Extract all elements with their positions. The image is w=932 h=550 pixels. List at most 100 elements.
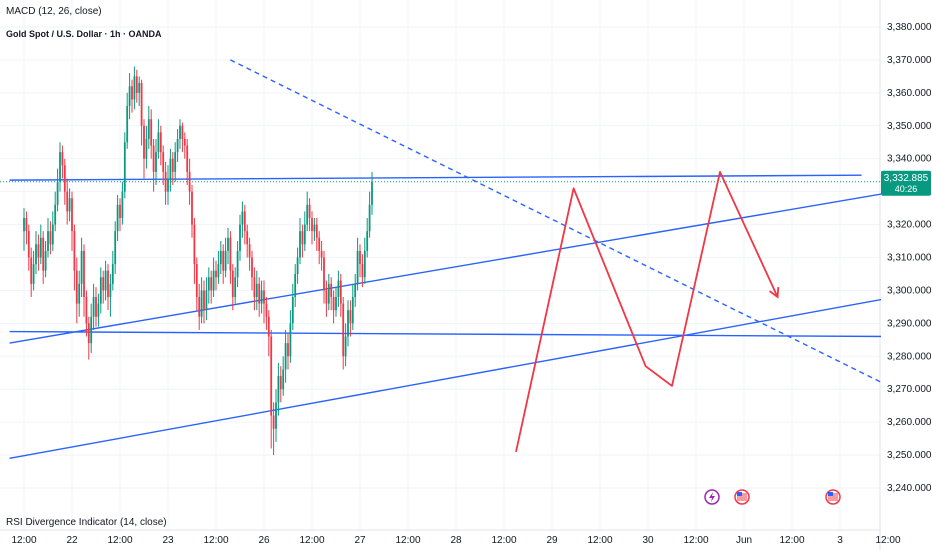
- candle: [183, 132, 186, 159]
- lightning-event-icon[interactable]: [704, 489, 720, 505]
- lower-channel-line[interactable]: [9, 296, 896, 460]
- time-tick-label: 3: [837, 535, 843, 546]
- candle: [260, 280, 263, 314]
- candle: [186, 138, 189, 186]
- candle-body: [332, 297, 335, 311]
- candle-body: [169, 158, 172, 179]
- candle: [241, 201, 244, 238]
- us-flag-icon[interactable]: [734, 489, 750, 505]
- candle: [23, 208, 25, 251]
- time-tick-label: 23: [162, 535, 174, 546]
- candle-body: [116, 204, 119, 232]
- candle-body: [104, 270, 107, 291]
- candle-body: [92, 297, 95, 317]
- candle: [30, 247, 33, 298]
- candle: [366, 217, 369, 258]
- time-tick-label: 12:00: [587, 535, 612, 546]
- upper-channel-line[interactable]: [9, 190, 896, 344]
- candle-body: [330, 283, 333, 298]
- time-axis[interactable]: 12:00 22 12:00 23 12:00 26 12:00 27 12:00 28 12:00…: [11, 535, 932, 546]
- price-tick-label: 3,370.000: [887, 55, 932, 66]
- candle-body: [342, 303, 345, 357]
- candle-body: [51, 224, 54, 245]
- descending-trend-line[interactable]: [230, 59, 896, 390]
- candle-body: [347, 310, 349, 337]
- us-flag-icon[interactable]: [825, 489, 841, 505]
- time-tick-label: 12:00: [779, 535, 804, 546]
- projection-path[interactable]: [515, 170, 779, 452]
- horizontal-support-line[interactable]: [9, 330, 896, 338]
- candle: [191, 185, 193, 238]
- candle: [323, 250, 325, 304]
- candle-body: [210, 277, 213, 291]
- candle: [287, 333, 289, 370]
- candle: [162, 145, 165, 186]
- time-tick-label: 30: [642, 535, 654, 546]
- candle: [301, 224, 304, 258]
- candle: [174, 142, 177, 182]
- candle-body: [303, 224, 306, 245]
- projection-arrowhead: [769, 286, 780, 299]
- candle-body: [145, 138, 148, 159]
- candle-body: [287, 343, 289, 357]
- candle-body: [56, 181, 59, 205]
- candle-body: [308, 204, 311, 218]
- candle: [128, 73, 131, 120]
- candle-body: [323, 257, 325, 291]
- candle-body: [42, 237, 45, 271]
- candle-body: [301, 231, 304, 245]
- symbol-title[interactable]: Gold Spot / U.S. Dollar · 1h · OANDA: [6, 29, 162, 39]
- candle: [107, 264, 109, 311]
- price-badge-countdown: 40:26: [895, 184, 918, 194]
- candle-body: [164, 171, 167, 192]
- candle-body: [138, 82, 141, 93]
- candle: [147, 106, 150, 149]
- candle-body: [291, 297, 294, 324]
- candle-body: [47, 231, 49, 251]
- candle-body: [359, 250, 361, 265]
- candle: [119, 198, 121, 232]
- rsi-indicator-label[interactable]: RSI Divergence Indicator (14, close): [6, 517, 167, 528]
- candle: [207, 267, 210, 304]
- candle-body: [61, 152, 64, 166]
- candle-body: [243, 211, 246, 232]
- candle: [282, 356, 285, 396]
- macd-indicator-label[interactable]: MACD (12, 26, close): [6, 6, 102, 17]
- price-tick-label: 3,360.000: [887, 88, 932, 99]
- candle: [51, 211, 54, 251]
- candle-body: [198, 297, 201, 317]
- candle-body: [272, 415, 275, 429]
- candle-body: [234, 277, 237, 298]
- candle: [37, 234, 40, 271]
- price-tick-label: 3,250.000: [887, 450, 932, 461]
- price-tick-label: 3,380.000: [887, 22, 932, 33]
- candle: [270, 329, 273, 449]
- candle-body: [356, 250, 359, 284]
- candle-body: [270, 336, 273, 416]
- candle-body: [39, 237, 42, 258]
- candle: [159, 125, 162, 166]
- candle: [73, 224, 76, 291]
- candle: [121, 181, 124, 225]
- price-tick-label: 3,310.000: [887, 253, 932, 264]
- candle: [131, 79, 133, 113]
- candle-body: [212, 270, 215, 291]
- price-tick-label: 3,240.000: [887, 483, 932, 494]
- candle-body: [217, 264, 220, 278]
- candle-body: [179, 125, 181, 139]
- price-axis[interactable]: 3,380.000 3,370.000 3,360.000 3,350.000 3,34…: [881, 0, 932, 550]
- candle: [143, 119, 145, 179]
- candle-body: [282, 369, 285, 390]
- candle-body: [371, 181, 373, 205]
- candle-body: [102, 277, 105, 291]
- candle-body: [349, 310, 352, 324]
- candle-body: [87, 323, 90, 344]
- candle-body: [123, 142, 126, 192]
- candle: [308, 198, 311, 232]
- candle-body: [368, 204, 371, 232]
- price-tick-label: 3,340.000: [887, 154, 932, 165]
- candle-body: [222, 250, 225, 271]
